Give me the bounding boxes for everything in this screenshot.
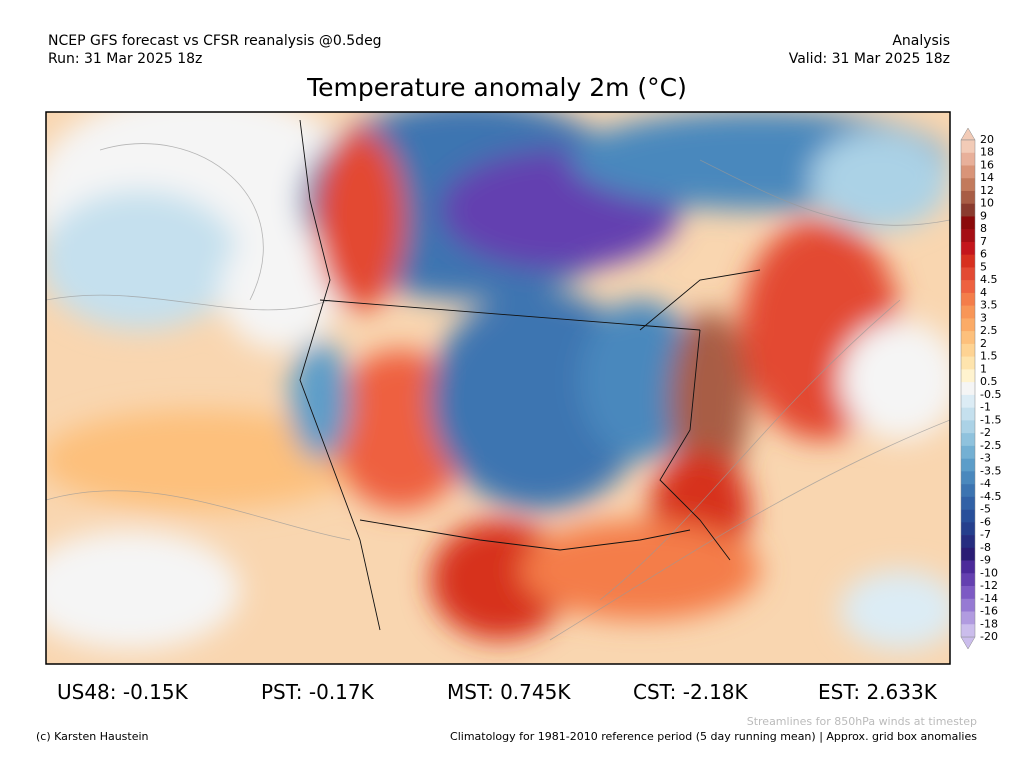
colorbar-label: 1.5 — [980, 350, 998, 363]
colorbar-label: 9 — [980, 209, 987, 222]
colorbar-label: 7 — [980, 235, 987, 248]
colorbar-swatch — [961, 484, 975, 498]
colorbar-label: -4.5 — [980, 490, 1001, 503]
colorbar-label: -0.5 — [980, 388, 1001, 401]
colorbar-label: 18 — [980, 146, 994, 159]
colorbar-swatch — [961, 216, 975, 230]
colorbar-swatch — [961, 471, 975, 485]
colorbar-swatch — [961, 522, 975, 536]
colorbar-label: -5 — [980, 503, 991, 516]
colorbar-label: -7 — [980, 528, 991, 541]
colorbar-swatch — [961, 267, 975, 281]
colorbar-label: 20 — [980, 133, 994, 146]
colorbar-swatch — [961, 420, 975, 434]
region-stat: US48: -0.15K — [57, 680, 189, 704]
region-stat: CST: -2.18K — [633, 680, 749, 704]
colorbar-label: -10 — [980, 566, 998, 579]
colorbar-swatch — [961, 356, 975, 370]
colorbar-label: 2.5 — [980, 324, 998, 337]
colorbar-swatch — [961, 280, 975, 294]
colorbar-label: -2.5 — [980, 439, 1001, 452]
map — [46, 112, 950, 664]
colorbar-label: 3 — [980, 311, 987, 324]
colorbar-swatch — [961, 535, 975, 549]
colorbar-swatch — [961, 560, 975, 574]
colorbar-label: -8 — [980, 541, 991, 554]
colorbar-swatch — [961, 318, 975, 332]
colorbar-swatch — [961, 165, 975, 179]
colorbar-swatch — [961, 152, 975, 166]
colorbar-label: -14 — [980, 592, 998, 605]
colorbar-label: -3 — [980, 452, 991, 465]
colorbar-label: 0.5 — [980, 375, 998, 388]
map-frame — [45, 111, 951, 665]
header-left-line: Run: 31 Mar 2025 18z — [48, 51, 202, 67]
colorbar-label: -20 — [980, 630, 998, 643]
colorbar-label: -1 — [980, 401, 991, 414]
colorbar-swatch — [961, 254, 975, 268]
header-right-line: Valid: 31 Mar 2025 18z — [789, 51, 950, 67]
colorbar-label: 1 — [980, 362, 987, 375]
colorbar-swatch — [961, 586, 975, 600]
colorbar-swatch — [961, 407, 975, 421]
colorbar-swatch — [961, 331, 975, 345]
colorbar-label: 4.5 — [980, 273, 998, 286]
colorbar-swatch — [961, 369, 975, 383]
colorbar-arrow — [960, 127, 976, 141]
colorbar-swatch — [961, 229, 975, 243]
colorbar-swatch — [961, 305, 975, 319]
colorbar-swatch — [961, 382, 975, 396]
colorbar-swatch — [961, 573, 975, 587]
colorbar-swatch — [961, 458, 975, 472]
streamline-note: Streamlines for 850hPa winds at timestep — [747, 715, 977, 728]
colorbar-swatch — [961, 292, 975, 306]
colorbar-swatch — [961, 140, 975, 154]
colorbar-label: 3.5 — [980, 299, 998, 312]
colorbar-swatch — [961, 343, 975, 357]
colorbar-label: 10 — [980, 197, 994, 210]
colorbar-swatch — [961, 509, 975, 523]
climatology-note: Climatology for 1981-2010 reference peri… — [450, 730, 977, 743]
colorbar-label: -16 — [980, 605, 998, 618]
colorbar-label: 4 — [980, 286, 987, 299]
colorbar: 201816141210987654.543.532.521.510.5-0.5… — [960, 127, 1001, 650]
colorbar-label: -12 — [980, 579, 998, 592]
colorbar-label: -2 — [980, 426, 991, 439]
region-stat: MST: 0.745K — [447, 680, 571, 704]
colorbar-swatch — [961, 178, 975, 192]
colorbar-swatch — [961, 433, 975, 447]
region-stat: EST: 2.633K — [818, 680, 938, 704]
colorbar-label: 14 — [980, 171, 994, 184]
colorbar-label: -18 — [980, 617, 998, 630]
colorbar-arrow — [960, 636, 976, 650]
colorbar-swatch — [961, 394, 975, 408]
region-stat: PST: -0.17K — [261, 680, 375, 704]
credit: (c) Karsten Haustein — [36, 730, 149, 743]
colorbar-swatch — [961, 611, 975, 625]
header-right-line: Analysis — [892, 33, 950, 49]
colorbar-label: 5 — [980, 260, 987, 273]
colorbar-label: -9 — [980, 554, 991, 567]
colorbar-swatch — [961, 190, 975, 205]
colorbar-swatch — [961, 241, 975, 255]
header-left-line: NCEP GFS forecast vs CFSR reanalysis @0.… — [48, 33, 382, 49]
colorbar-label: 12 — [980, 184, 994, 197]
colorbar-label: 6 — [980, 248, 987, 261]
colorbar-label: -3.5 — [980, 464, 1001, 477]
colorbar-swatch — [961, 547, 975, 561]
colorbar-border — [960, 139, 976, 638]
colorbar-label: 2 — [980, 337, 987, 350]
colorbar-label: 16 — [980, 158, 994, 171]
colorbar-label: -4 — [980, 477, 991, 490]
map-title: Temperature anomaly 2m (°C) — [306, 73, 687, 102]
colorbar-label: -6 — [980, 515, 991, 528]
colorbar-swatch — [961, 203, 975, 217]
colorbar-label: 8 — [980, 222, 987, 235]
colorbar-swatch — [961, 445, 975, 459]
colorbar-swatch — [961, 624, 975, 638]
colorbar-label: -1.5 — [980, 413, 1001, 426]
colorbar-swatch — [961, 496, 975, 510]
colorbar-swatch — [961, 598, 975, 612]
